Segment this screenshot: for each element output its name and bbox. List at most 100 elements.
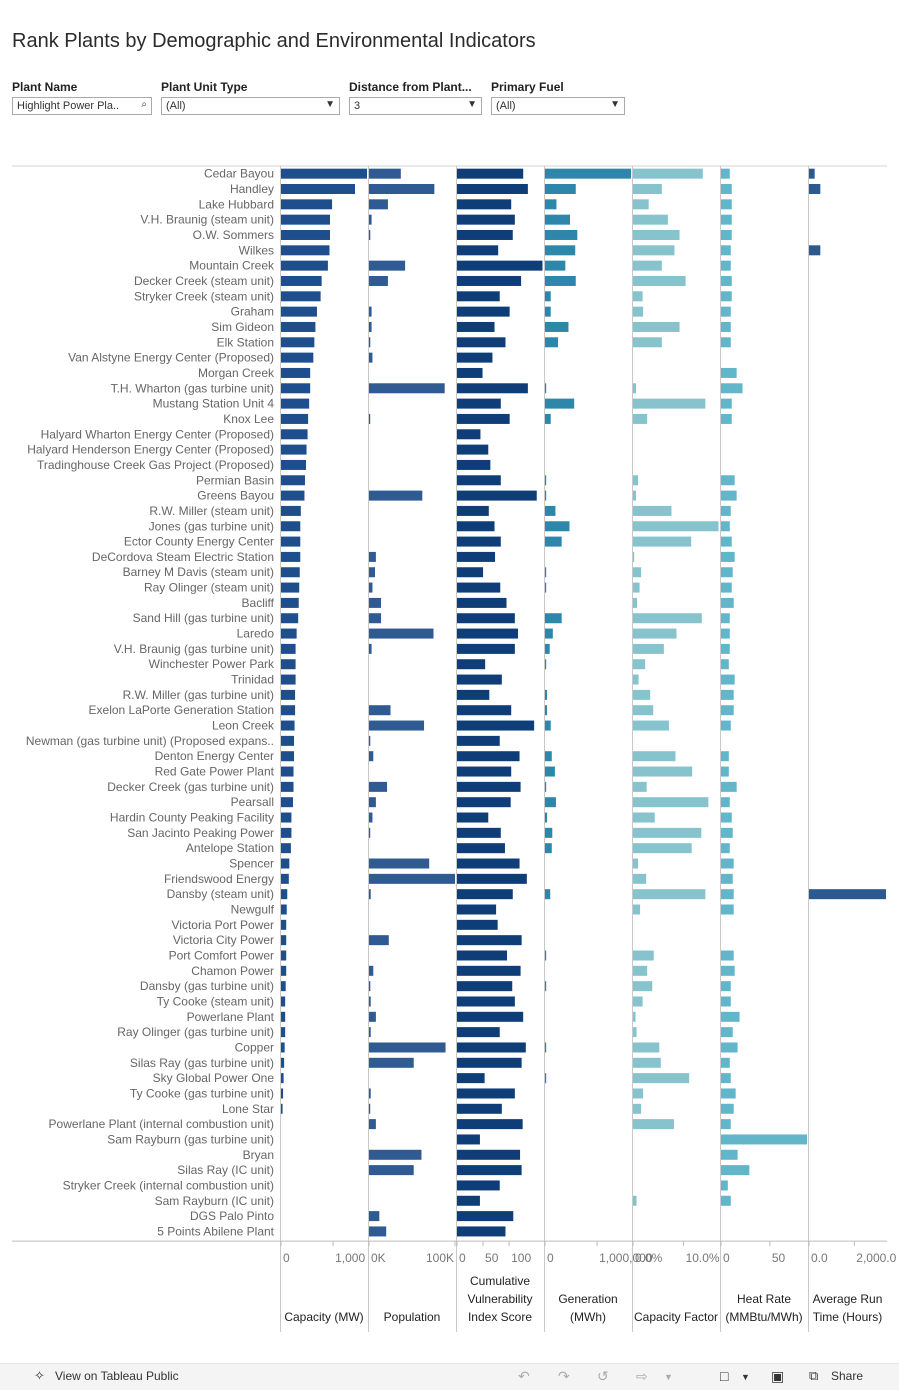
bar[interactable] [457, 551, 496, 562]
bar[interactable] [281, 1011, 286, 1022]
bar[interactable] [281, 429, 308, 440]
bar[interactable] [721, 536, 732, 547]
bar[interactable] [369, 1103, 371, 1114]
bar[interactable] [545, 229, 578, 240]
bar[interactable] [721, 229, 732, 240]
comment-icon[interactable]: □ [720, 1368, 729, 1384]
bar[interactable] [457, 214, 515, 225]
bar[interactable] [457, 1180, 500, 1191]
row-label[interactable]: Chamon Power [191, 964, 274, 978]
bar[interactable] [457, 613, 515, 624]
row-label[interactable]: Ty Cooke (gas turbine unit) [130, 1086, 274, 1100]
row-label[interactable]: Sky Global Power One [153, 1071, 275, 1085]
bar[interactable] [721, 183, 732, 194]
row-label[interactable]: Powerlane Plant [187, 1010, 275, 1024]
bar[interactable] [633, 291, 643, 302]
row-label[interactable]: Friendswood Energy [164, 872, 274, 886]
bar[interactable] [281, 383, 311, 394]
bar[interactable] [457, 490, 537, 501]
bar[interactable] [281, 367, 311, 378]
bar[interactable] [633, 597, 638, 608]
row-label[interactable]: Van Alstyne Energy Center (Proposed) [68, 351, 274, 365]
bar[interactable] [633, 245, 675, 256]
bar[interactable] [369, 1088, 371, 1099]
bar[interactable] [633, 1042, 660, 1053]
bar[interactable] [633, 183, 662, 194]
bar[interactable] [457, 337, 506, 348]
bar[interactable] [633, 965, 648, 976]
bar[interactable] [369, 490, 423, 501]
bar[interactable] [545, 291, 551, 302]
row-label[interactable]: Stryker Creek (steam unit) [134, 289, 274, 303]
bar[interactable] [369, 1149, 422, 1160]
bar[interactable] [721, 1134, 807, 1145]
bar[interactable] [281, 751, 295, 762]
bar[interactable] [545, 781, 547, 792]
row-label[interactable]: Denton Energy Center [155, 749, 274, 763]
bar[interactable] [281, 889, 288, 900]
row-label[interactable]: Sam Rayburn (gas turbine unit) [107, 1132, 274, 1146]
bar[interactable] [281, 582, 300, 593]
bar[interactable] [281, 321, 316, 332]
bar[interactable] [457, 168, 524, 179]
bar[interactable] [457, 628, 518, 639]
bar[interactable] [457, 1027, 500, 1038]
bar[interactable] [281, 505, 301, 516]
bar[interactable] [369, 321, 372, 332]
row-label[interactable]: Copper [235, 1040, 274, 1054]
bar[interactable] [633, 1011, 636, 1022]
row-label[interactable]: Winchester Power Park [149, 657, 275, 671]
row-label[interactable]: Sam Rayburn (IC unit) [155, 1194, 274, 1208]
bar[interactable] [457, 996, 515, 1007]
bar[interactable] [369, 781, 388, 792]
bar[interactable] [457, 981, 513, 992]
row-label[interactable]: Barney M Davis (steam unit) [123, 565, 274, 579]
bar[interactable] [457, 781, 521, 792]
row-label[interactable]: Pearsall [231, 795, 274, 809]
bar[interactable] [721, 1011, 740, 1022]
bar[interactable] [457, 413, 510, 424]
bar[interactable] [369, 567, 376, 578]
bar[interactable] [457, 459, 491, 470]
bar[interactable] [545, 659, 547, 670]
filter-plant-name[interactable]: Plant Name Highlight Power Pla.. ⌕ [12, 80, 152, 115]
bar[interactable] [721, 521, 730, 532]
bar[interactable] [281, 168, 367, 179]
bar[interactable] [457, 797, 511, 808]
bar[interactable] [369, 551, 376, 562]
bar[interactable] [457, 1195, 480, 1206]
bar[interactable] [633, 720, 669, 731]
bar[interactable] [457, 689, 490, 700]
bar[interactable] [721, 1165, 750, 1176]
bar[interactable] [457, 1011, 524, 1022]
bar[interactable] [721, 720, 731, 731]
bar[interactable] [545, 383, 547, 394]
row-label[interactable]: Halyard Henderson Energy Center (Propose… [27, 443, 274, 457]
bar[interactable] [545, 536, 562, 547]
row-label[interactable]: Jones (gas turbine unit) [149, 519, 274, 533]
bar[interactable] [633, 1073, 690, 1084]
bar[interactable] [457, 1134, 480, 1145]
bar[interactable] [721, 1057, 730, 1068]
bar[interactable] [369, 275, 388, 286]
bar[interactable] [281, 459, 307, 470]
row-label[interactable]: Wilkes [239, 243, 274, 257]
bar[interactable] [457, 766, 512, 777]
bar[interactable] [545, 199, 557, 210]
bar[interactable] [809, 183, 821, 194]
bar[interactable] [369, 643, 372, 654]
bar[interactable] [457, 444, 489, 455]
bar[interactable] [633, 981, 653, 992]
bar[interactable] [457, 705, 512, 716]
bar[interactable] [457, 858, 520, 869]
bar[interactable] [633, 781, 647, 792]
bar[interactable] [721, 245, 731, 256]
bar[interactable] [369, 720, 425, 731]
bar[interactable] [281, 1027, 286, 1038]
row-label[interactable]: Lake Hubbard [199, 197, 274, 211]
bar[interactable] [633, 689, 651, 700]
bar[interactable] [369, 352, 373, 363]
bar[interactable] [721, 505, 731, 516]
row-label[interactable]: 5 Points Abilene Plant [157, 1224, 274, 1238]
bar[interactable] [457, 505, 489, 516]
